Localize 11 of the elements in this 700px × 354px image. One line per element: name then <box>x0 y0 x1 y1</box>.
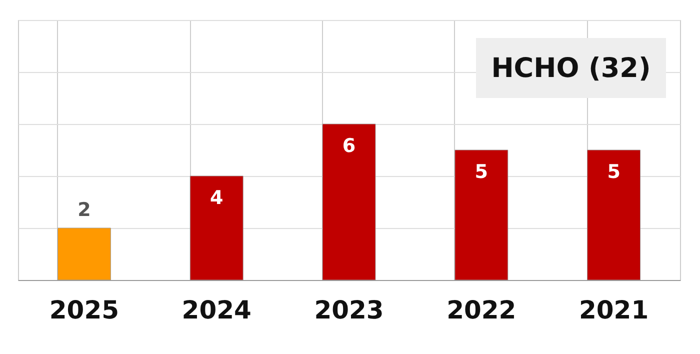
x-tick-label: 2023 <box>314 296 384 324</box>
data-label: 5 <box>607 161 620 183</box>
x-tick-label: 2025 <box>49 296 119 324</box>
x-tick-label: 2021 <box>579 296 649 324</box>
x-tick-label: 2024 <box>182 296 252 324</box>
data-label: 4 <box>210 187 224 209</box>
x-tick-label: 2022 <box>446 296 516 324</box>
annotation: HCHO (32) <box>491 53 651 84</box>
data-label: 2 <box>78 199 91 221</box>
data-label: 6 <box>342 135 356 157</box>
data-label: 5 <box>474 161 488 183</box>
